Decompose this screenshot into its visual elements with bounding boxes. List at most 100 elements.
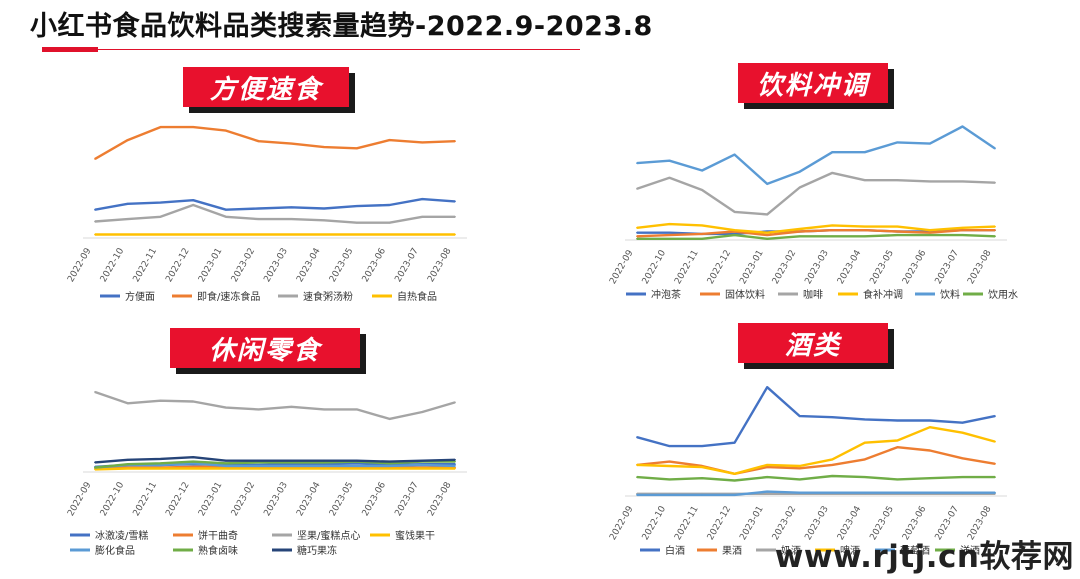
data-point xyxy=(701,477,703,480)
x-tick-label: 2023-02 xyxy=(230,481,257,519)
x-tick-label: 2022-12 xyxy=(706,249,733,287)
data-point xyxy=(225,462,227,465)
data-point xyxy=(159,233,162,236)
x-tick-label: 2023-08 xyxy=(426,246,454,284)
data-point xyxy=(766,231,769,234)
data-point xyxy=(863,235,866,238)
data-point xyxy=(126,467,129,470)
x-tick-label: 2023-04 xyxy=(295,246,323,284)
data-point xyxy=(192,400,195,403)
x-tick-label: 2023-02 xyxy=(230,246,257,284)
data-point xyxy=(257,408,260,411)
data-point xyxy=(257,218,260,221)
data-point xyxy=(668,159,671,162)
data-point xyxy=(225,129,227,132)
data-point xyxy=(994,181,996,184)
data-point xyxy=(454,465,456,467)
data-point xyxy=(701,237,703,240)
data-point xyxy=(929,234,931,237)
series-line-5 xyxy=(636,125,996,186)
data-point xyxy=(355,462,358,465)
data-point xyxy=(994,462,996,465)
data-point xyxy=(929,449,931,452)
data-point xyxy=(831,151,834,154)
x-tick-label: 2022-10 xyxy=(99,480,127,518)
data-point xyxy=(355,221,358,224)
x-tick-label: 2023-08 xyxy=(966,248,994,286)
x-tick-label: 2023-07 xyxy=(393,247,420,285)
data-point xyxy=(961,180,964,183)
title-underline xyxy=(42,49,580,50)
data-point xyxy=(454,140,456,143)
series-line-3 xyxy=(636,171,996,216)
data-point xyxy=(388,221,391,224)
data-point xyxy=(733,234,736,237)
data-point xyxy=(454,460,456,463)
data-point xyxy=(701,466,703,468)
x-tick-label: 2023-01 xyxy=(197,247,224,285)
x-tick-label: 2023-05 xyxy=(868,249,895,287)
data-point xyxy=(994,147,996,150)
legend-label: 速食粥汤粉 xyxy=(303,290,353,303)
x-tick-label: 2023-08 xyxy=(426,480,454,518)
data-point xyxy=(701,224,703,227)
x-tick-label: 2022-12 xyxy=(164,247,191,285)
data-point xyxy=(863,476,866,478)
data-point xyxy=(636,237,638,240)
x-tick-label: 2022-12 xyxy=(706,505,733,543)
chart-panel-1: 2022-09 2022-10 2022-11 2022-12 2023-01 2023-… xyxy=(66,125,467,303)
data-point xyxy=(94,208,96,211)
data-point xyxy=(257,459,260,462)
data-point xyxy=(257,140,260,143)
data-point xyxy=(355,205,358,208)
x-tick-label: 2022-09 xyxy=(608,504,636,542)
data-point xyxy=(290,465,293,467)
data-point xyxy=(192,460,195,463)
data-point xyxy=(323,463,325,466)
data-point xyxy=(290,218,293,221)
data-point xyxy=(421,467,424,470)
data-point xyxy=(159,467,162,470)
data-point xyxy=(863,491,866,494)
data-point xyxy=(961,476,964,478)
data-point xyxy=(94,468,96,471)
data-point xyxy=(94,158,96,160)
badge-convenience-food: 方便速食 xyxy=(183,67,349,107)
chart-panel-3: 2022-09 2022-10 2022-11 2022-12 2023-01 2023-… xyxy=(66,390,467,557)
x-tick-label: 2022-11 xyxy=(132,247,159,285)
data-point xyxy=(192,126,195,128)
x-tick-label: 2023-06 xyxy=(901,248,929,286)
x-tick-label: 2022-11 xyxy=(673,249,700,287)
data-point xyxy=(668,460,671,463)
data-point xyxy=(831,416,834,419)
data-point xyxy=(323,233,325,236)
data-point xyxy=(355,233,358,236)
data-point xyxy=(225,467,227,470)
data-point xyxy=(388,418,391,420)
data-point xyxy=(831,458,834,461)
x-tick-label: 2023-01 xyxy=(197,481,224,519)
data-point xyxy=(733,153,736,156)
data-point xyxy=(668,223,671,226)
data-point xyxy=(766,464,769,466)
data-point xyxy=(225,215,227,218)
data-point xyxy=(94,391,96,393)
data-point xyxy=(636,231,638,234)
x-tick-label: 2023-01 xyxy=(738,505,765,543)
legend-label: 饼干曲奇 xyxy=(198,529,238,542)
legend-label: 果酒 xyxy=(722,545,742,557)
series-line-6 xyxy=(94,460,455,469)
data-point xyxy=(701,233,703,235)
data-point xyxy=(290,463,293,466)
data-point xyxy=(225,208,227,211)
data-point xyxy=(355,465,358,467)
data-point xyxy=(94,220,96,223)
data-point xyxy=(766,213,769,216)
x-tick-label: 2022-10 xyxy=(641,504,669,542)
legend-label: 咖啡 xyxy=(803,289,823,301)
legend-label: 葡萄酒 xyxy=(900,544,930,557)
data-point xyxy=(94,461,96,464)
data-point xyxy=(798,228,801,230)
data-point xyxy=(896,419,899,422)
data-point xyxy=(896,225,899,228)
